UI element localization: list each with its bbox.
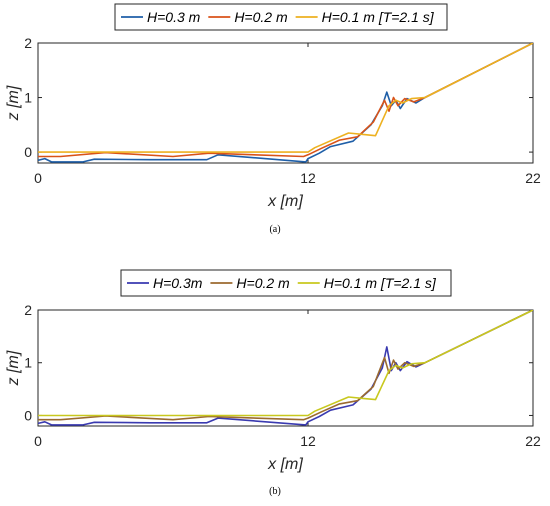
y-tick-label: 1 [24, 355, 32, 371]
legend-label-1: H=0.3 m [147, 9, 201, 25]
series-line-3 [38, 310, 533, 417]
y-tick-label: 2 [24, 35, 32, 51]
legend-label-3: H=0.1 m [T=2.1 s] [322, 9, 435, 25]
y-tick-label: 0 [24, 407, 32, 423]
panel-caption: (b) [269, 486, 281, 497]
legend-label-3: H=0.1 m [T=2.1 s] [324, 275, 437, 291]
series-group [38, 310, 533, 426]
y-tick-label: 0 [24, 144, 32, 160]
legend-label-2: H=0.2 m [236, 275, 290, 291]
y-tick-label: 2 [24, 302, 32, 318]
x-tick-label: 12 [300, 170, 316, 186]
legend-box [120, 269, 452, 297]
legend: H=0.3 m H=0.2 m H=0.1 m [T=2.1 s] [114, 3, 448, 31]
y-axis-label: z [m] [5, 350, 22, 386]
plot-area [37, 309, 534, 427]
series-group [38, 43, 533, 163]
series-line-1 [38, 43, 533, 163]
legend-label-1: H=0.3m [153, 275, 203, 291]
x-tick-label: 22 [525, 170, 541, 186]
legend-label-2: H=0.2 m [234, 9, 288, 25]
series-line-2 [38, 310, 533, 421]
x-axis-label: x [m] [267, 193, 303, 210]
series-line-2 [38, 43, 533, 158]
x-tick-label: 22 [525, 433, 541, 449]
x-tick-label: 0 [34, 433, 42, 449]
plot-area [37, 42, 534, 164]
x-axis-label: x [m] [267, 456, 303, 473]
y-axis-label: z [m] [5, 85, 22, 121]
x-tick-label: 0 [34, 170, 42, 186]
legend: H=0.3m H=0.2 m H=0.1 m [T=2.1 s] [120, 269, 452, 297]
series-line-3 [38, 43, 533, 153]
panel-caption: (a) [269, 224, 280, 235]
legend-box [114, 3, 448, 31]
x-tick-label: 12 [300, 433, 316, 449]
y-tick-label: 1 [24, 90, 32, 106]
